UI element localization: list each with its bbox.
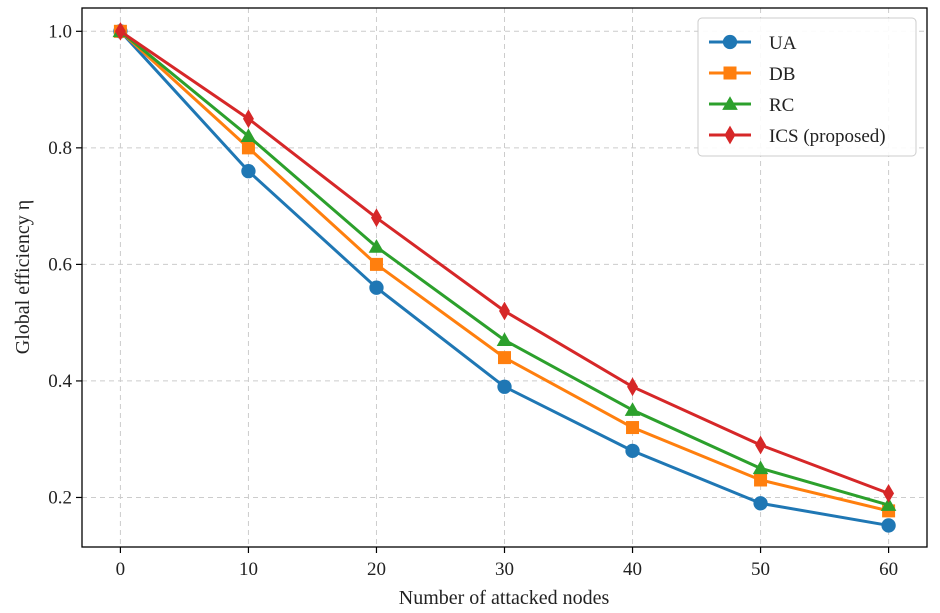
legend-label: RC xyxy=(769,95,794,116)
data-point-db xyxy=(241,141,255,155)
legend-box xyxy=(697,17,917,157)
data-point-rc xyxy=(624,402,641,416)
data-point-ics-proposed xyxy=(242,109,254,129)
y-tick-label: 0.6 xyxy=(48,254,72,275)
data-point-db xyxy=(369,257,383,271)
data-point-db xyxy=(498,351,511,365)
data-point-ics-proposed xyxy=(371,208,382,228)
legend-item-ics-proposed: ICS (proposed) xyxy=(709,125,886,147)
legend-label: ICS (proposed) xyxy=(769,126,886,147)
y-tick-label: 1.0 xyxy=(48,21,72,42)
legend-item-db: DB xyxy=(709,64,795,85)
data-point-rc xyxy=(240,128,257,143)
legend-marker xyxy=(722,96,738,110)
series-ics-proposed xyxy=(114,21,895,503)
y-axis: 0.2 0.4 0.6 0.8 1.0 xyxy=(48,21,82,508)
y-tick-label: 0.8 xyxy=(48,138,72,159)
series-layer xyxy=(112,21,897,533)
data-point-ua xyxy=(753,496,768,511)
data-point-rc xyxy=(880,497,897,511)
data-point-ua xyxy=(881,518,896,533)
data-point-ics-proposed xyxy=(755,435,767,455)
legend-label: UA xyxy=(769,33,797,54)
data-point-rc xyxy=(496,332,513,346)
data-point-ua xyxy=(369,280,384,295)
x-tick-label: 10 xyxy=(239,559,258,580)
x-tick-label: 60 xyxy=(879,559,898,580)
legend-label: DB xyxy=(769,64,795,85)
data-point-ua xyxy=(625,443,640,459)
data-point-ics-proposed xyxy=(114,21,126,41)
x-tick-label: 20 xyxy=(367,559,386,580)
y-tick-label: 0.4 xyxy=(48,371,72,392)
data-point-ics-proposed xyxy=(883,484,895,503)
data-point-ics-proposed xyxy=(499,301,510,321)
y-tick-label: 0.2 xyxy=(48,487,72,508)
x-axis: 0 10 20 30 40 50 60 xyxy=(116,547,898,580)
legend-item-rc: RC xyxy=(709,95,794,116)
data-point-rc xyxy=(368,239,385,253)
data-point-ua xyxy=(497,379,512,394)
x-tick-label: 30 xyxy=(495,559,514,580)
y-axis-label: Global efficiency η xyxy=(12,200,34,354)
data-point-db xyxy=(626,421,640,435)
legend-marker xyxy=(723,66,737,80)
legend: UA DB RC ICS (proposed) xyxy=(697,17,917,157)
x-tick-label: 50 xyxy=(751,559,770,580)
data-point-rc xyxy=(752,460,769,475)
x-tick-label: 40 xyxy=(623,559,642,580)
data-point-db xyxy=(754,473,768,487)
legend-item-ua: UA xyxy=(709,33,797,54)
x-axis-label: Number of attacked nodes xyxy=(399,587,610,609)
x-tick-label: 0 xyxy=(116,559,126,580)
data-point-ics-proposed xyxy=(627,377,638,397)
series-ua xyxy=(113,24,896,533)
data-point-ua xyxy=(241,164,256,179)
legend-marker xyxy=(722,34,738,50)
legend-marker xyxy=(724,125,736,145)
